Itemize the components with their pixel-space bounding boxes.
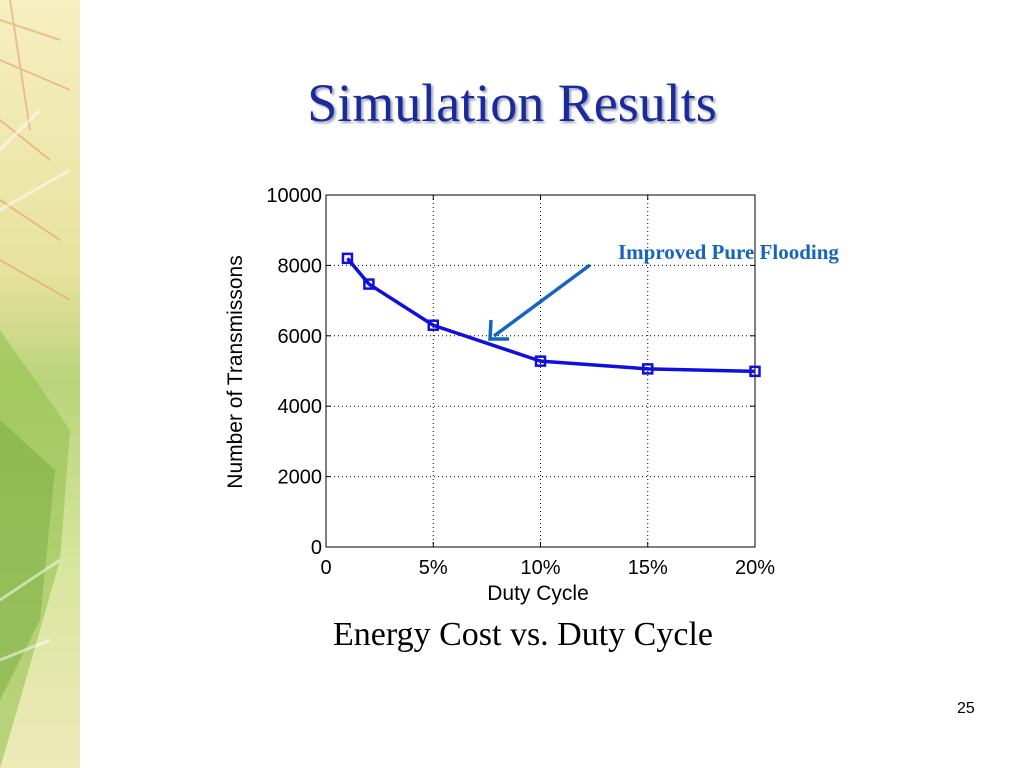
series-group <box>341 252 761 378</box>
chart-caption: Energy Cost vs. Duty Cycle <box>333 616 713 653</box>
data-point <box>642 363 654 375</box>
x-axis-label: Duty Cycle <box>487 582 589 605</box>
decorative-sidebar <box>0 0 80 768</box>
data-point <box>534 355 547 367</box>
slide-title: Simulation Results <box>307 73 717 133</box>
grid-lines <box>326 195 755 547</box>
y-tick-label: 4000 <box>278 396 323 418</box>
y-tick-label: 8000 <box>278 255 323 277</box>
data-point <box>341 252 354 265</box>
data-point <box>749 365 761 378</box>
tick-labels: 0 5% 10% 15% 20% 0 2000 4000 6000 8000 10000 <box>266 185 775 579</box>
y-tick-label: 2000 <box>278 467 323 489</box>
x-tick-label: 20% <box>735 557 775 579</box>
data-point <box>427 319 439 331</box>
page-number: 25 <box>957 700 975 717</box>
y-tick-label: 6000 <box>278 326 323 348</box>
data-point <box>363 278 375 290</box>
y-axis-label: Number of Transmissons <box>224 255 247 488</box>
annotation-arrow <box>488 263 592 341</box>
axes <box>325 194 756 548</box>
x-tick-label: 5% <box>419 557 448 579</box>
x-tick-label: 15% <box>628 557 668 579</box>
x-tick-label: 0 <box>320 557 331 579</box>
series-annotation: Improved Pure Flooding <box>618 240 839 264</box>
y-tick-label: 10000 <box>266 185 322 207</box>
y-tick-label: 0 <box>311 537 322 559</box>
x-tick-label: 10% <box>520 557 560 579</box>
